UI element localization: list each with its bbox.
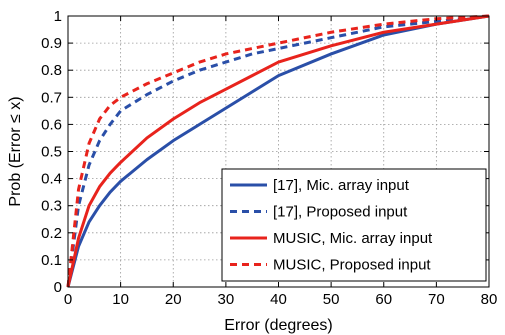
y-tick-label: 1: [54, 8, 62, 25]
x-tick-label: 70: [428, 291, 445, 308]
y-tick-label: 0.1: [41, 252, 62, 269]
y-tick-label: 0: [54, 279, 62, 296]
y-tick-label: 0.7: [41, 89, 62, 106]
y-tick-label: 0.4: [41, 171, 62, 188]
y-tick-label: 0.5: [41, 144, 62, 161]
y-tick-label: 0.3: [41, 198, 62, 215]
x-tick-label: 20: [165, 291, 182, 308]
y-tick-label: 0.8: [41, 62, 62, 79]
legend-label: [17], Proposed input: [273, 204, 408, 221]
series-line-1: [66, 14, 490, 288]
y-tick-label: 0.2: [41, 225, 62, 242]
x-tick-label: 0: [64, 291, 72, 308]
series-line-3: [66, 14, 490, 288]
legend: [17], Mic. array input [17], Proposed inp…: [221, 168, 487, 282]
x-tick-label: 50: [323, 291, 340, 308]
y-tick-label: 0.6: [41, 116, 62, 133]
series-group: [66, 14, 490, 288]
x-tick-label: 80: [481, 291, 498, 308]
x-tick-label: 40: [270, 291, 287, 308]
y-tick-label: 0.9: [41, 35, 62, 52]
y-axis-label: Prob (Error ≤ x): [7, 96, 24, 206]
x-tick-label: 10: [112, 291, 129, 308]
legend-label: [17], Mic. array input: [273, 177, 410, 194]
series-line-2: [66, 14, 490, 288]
legend-label: MUSIC, Proposed input: [273, 257, 431, 274]
x-tick-label: 60: [375, 291, 392, 308]
legend-label: MUSIC, Mic. array input: [273, 230, 433, 247]
x-axis-label: Error (degrees): [224, 317, 332, 334]
legend-box: [221, 168, 487, 282]
axis-ticks: 0 10 20 30 40 50 60 70 80 0 0.1 0.2 0.3 0.4 0.5 0.6 0.7 0…: [41, 8, 497, 308]
x-tick-label: 30: [218, 291, 235, 308]
series-line-4: [66, 14, 490, 288]
